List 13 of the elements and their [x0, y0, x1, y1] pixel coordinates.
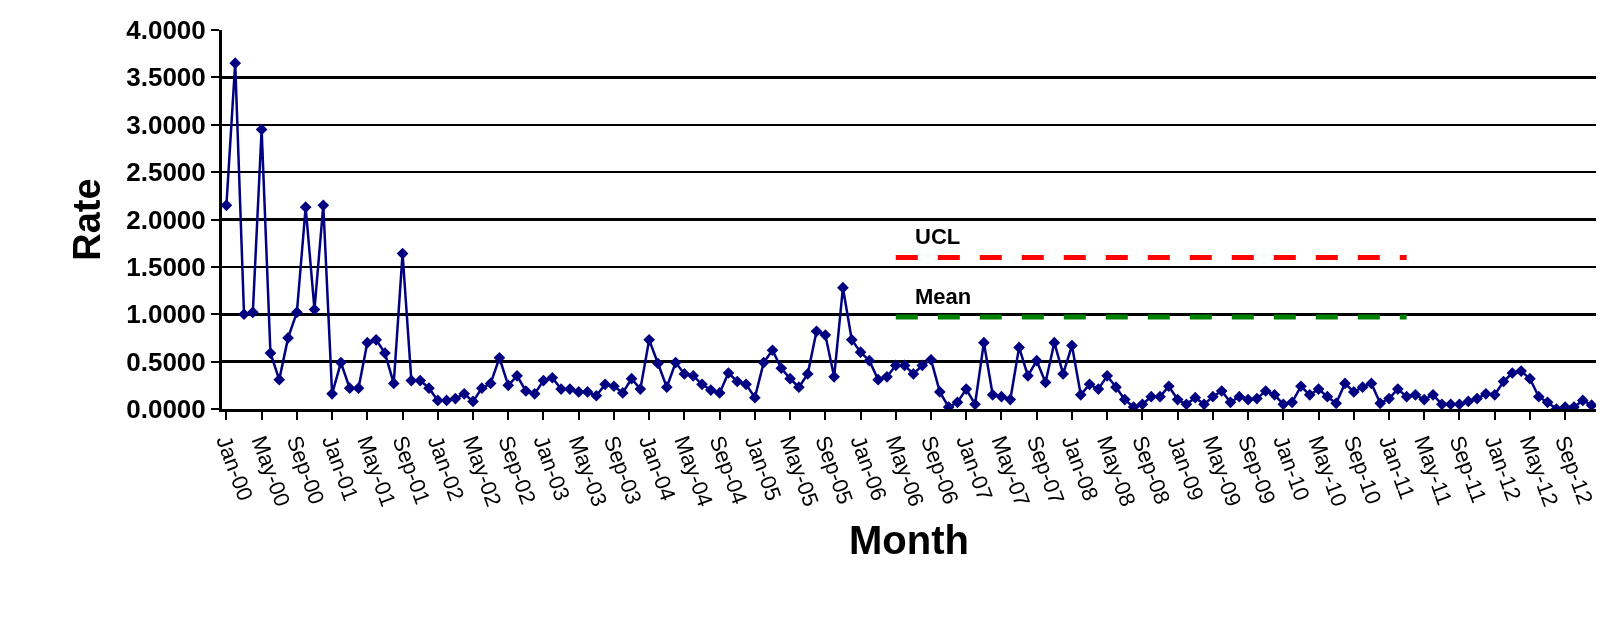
x-axis-title: Month: [849, 518, 969, 563]
y-tick-label: 4.0000: [126, 15, 206, 46]
y-tick-label: 0.0000: [126, 394, 206, 425]
series-label: UCL: [915, 224, 961, 249]
y-tick-label: 1.5000: [126, 251, 206, 282]
y-axis-title: Rate: [66, 178, 109, 261]
y-tick-label: 2.0000: [126, 204, 206, 235]
y-tick-label: 0.5000: [126, 346, 206, 377]
y-tick-label: 1.0000: [126, 299, 206, 330]
y-tick-label: 2.5000: [126, 157, 206, 188]
series-label: Mean: [915, 284, 972, 309]
y-tick-label: 3.0000: [126, 109, 206, 140]
y-tick-label: 3.5000: [126, 62, 206, 93]
